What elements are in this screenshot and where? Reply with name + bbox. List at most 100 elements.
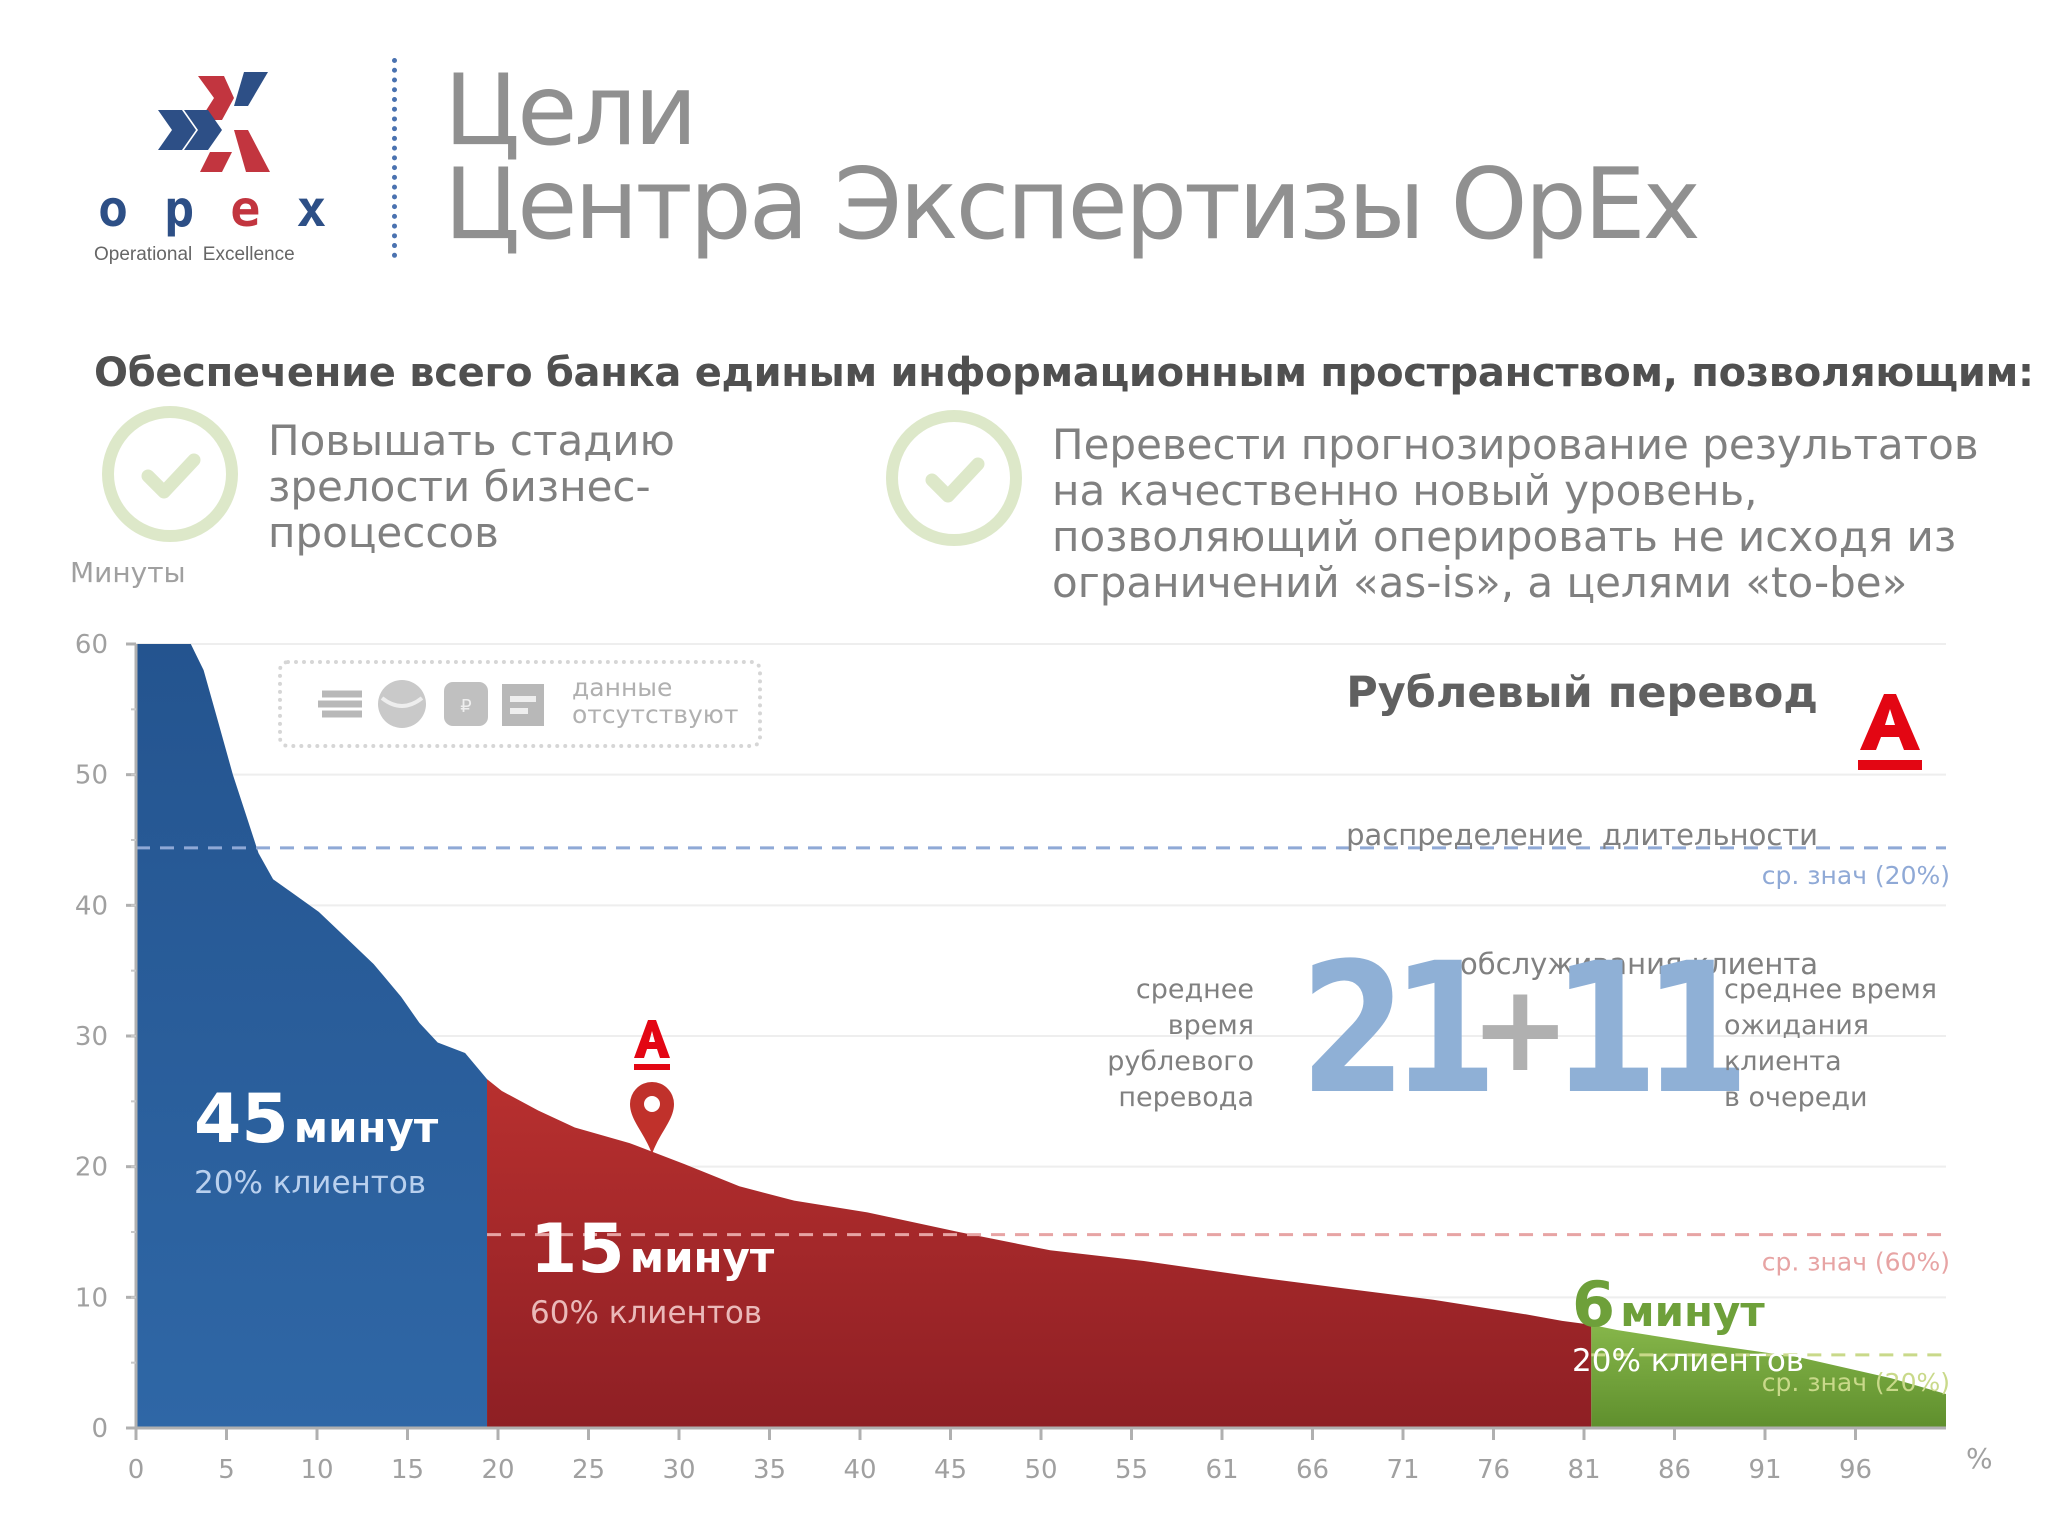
opex-logo: opex Operational Excellence [90,58,350,273]
y-tick-label: 20 [75,1153,108,1183]
segment-1-label: 45 минут 20% клиентов [194,1080,438,1201]
breakdown-left-line: перевода [1118,1082,1254,1113]
chart-title: Рублевый перевод [1346,668,1818,718]
segment-1-share: 20% клиентов [194,1165,427,1201]
y-tick-label: 0 [91,1414,108,1444]
no-data-box: ₽ данные отсутствуют [278,660,762,748]
x-tick-label: 50 [1024,1455,1057,1485]
segment-3-share: 20% клиентов [1572,1343,1805,1379]
segment-3-area [1591,1324,1946,1428]
segment-2-share: 60% клиентов [530,1295,763,1331]
breakdown-left-line: время [1167,1010,1254,1041]
segment-1-area [136,644,488,1428]
logo-subtitle: Operational Excellence [94,244,295,265]
x-tick-label: 66 [1296,1455,1329,1485]
goal-2-line: ограничений «as-is», а целями «to-be» [1052,558,1908,607]
logo-red-small [200,152,232,172]
avg-line-label: ср. знач (20%) [1762,861,1950,890]
goal-1-line: зрелости бизнес- [268,462,651,511]
x-tick-label: 55 [1115,1455,1148,1485]
logo-letter-x: x [296,180,363,238]
logo-blue-left [158,110,196,150]
breakdown-right-line: ожидания [1724,1010,1870,1041]
x-tick-label: 45 [934,1455,967,1485]
bank-logos-icon: ₽ [318,680,544,728]
goal-1-text: Повышать стадию зрелости бизнес- процесс… [268,418,675,556]
x-tick-label: 76 [1477,1455,1510,1485]
breakdown-left-line: рублевого [1107,1046,1254,1077]
y-tick-label: 10 [75,1283,108,1313]
page-title-line-2: Центра Экспертизы OpEx [444,148,1701,262]
goal-2-line: на качественно новый уровень, [1052,466,1758,515]
chart-subtitle-line: обслуживания клиента [1460,947,1818,981]
page-title: Цели Центра Экспертизы OpEx [444,54,1701,262]
segment-1-unit: минут [293,1103,439,1152]
header-divider [392,58,397,258]
x-tick-label: 40 [843,1455,876,1485]
logo-red-lower [234,130,270,172]
svg-text:₽: ₽ [460,696,471,717]
x-tick-label: 61 [1205,1455,1238,1485]
logo-red-upper [198,76,234,120]
logo-blue-right [234,72,268,106]
y-tick-label: 60 [75,630,108,660]
y-axis-label: Минуты [70,556,186,589]
x-tick-label: 71 [1386,1455,1419,1485]
goal-2-line: позволяющий оперировать не исходя из [1052,512,1957,561]
x-tick-label: 10 [300,1455,333,1485]
logo-blue-mid [184,110,222,150]
x-tick-label: 86 [1658,1455,1691,1485]
x-tick-label: 91 [1748,1455,1781,1485]
x-axis-label: % [1966,1442,1993,1475]
segment-3-unit: минут [1620,1287,1765,1336]
chart-subtitle: распределение длительности обслуживания … [1346,728,1818,1029]
y-tick-label: 40 [75,891,108,921]
segment-3-minutes: 6 [1572,1268,1616,1341]
breakdown-left-label: среднее время рублевого перевода [1107,972,1254,1116]
no-data-text: данные отсутствуют [572,674,738,728]
no-data-line: отсутствуют [572,700,739,729]
goal-1-line: процессов [268,508,499,557]
goal-2-text: Перевести прогнозирование результатов на… [1052,422,1979,606]
breakdown-right-line: клиента [1724,1046,1842,1077]
page-title-line-1: Цели [444,54,698,168]
y-tick-label: 30 [75,1022,108,1052]
logo-wordmark: opex [98,180,362,238]
breakdown-right-label: среднее время ожидания клиента в очереди [1724,972,1937,1116]
x-tick-label: 81 [1567,1455,1600,1485]
x-tick-label: 25 [572,1455,605,1485]
opex-logo-mark [158,72,270,172]
avg-line-label: ср. знач (60%) [1762,1248,1950,1277]
no-data-line: данные [572,673,673,702]
y-tick-label: 50 [75,761,108,791]
segment-2-label: 15 минут 60% клиентов [530,1210,774,1331]
breakdown-right-line: в очереди [1724,1082,1868,1113]
breakdown-right-line: среднее время [1724,974,1937,1005]
logo-letter-e: e [230,180,297,238]
x-tick-label: 20 [481,1455,514,1485]
breakdown-value-a: 21 [1300,925,1498,1134]
goal-2-line: Перевести прогнозирование результатов [1052,420,1979,469]
breakdown-plus: + [1470,960,1571,1099]
avg-line-label: ср. знач (20%) [1762,1368,1950,1397]
goal-1-line: Повышать стадию [268,416,675,465]
chart-subtitle-line: распределение длительности [1346,818,1818,852]
segment-2-unit: минут [629,1233,775,1282]
alfa-bank-logo-icon [1858,694,1922,770]
segment-3-label: 6 минут 20% клиентов [1572,1268,1804,1379]
x-tick-label: 5 [218,1455,235,1485]
segment-1-minutes: 45 [194,1080,289,1159]
logo-letter-o: o [98,180,165,238]
slide-subtitle: Обеспечение всего банка единым информаци… [94,350,2034,396]
x-tick-label: 15 [391,1455,424,1485]
breakdown-value-b: 11 [1552,925,1750,1134]
x-tick-label: 96 [1839,1455,1872,1485]
x-tick-label: 0 [128,1455,145,1485]
breakdown-left-line: среднее [1135,974,1254,1005]
logo-letter-p: p [164,180,231,238]
segment-2-minutes: 15 [530,1210,625,1289]
x-tick-label: 30 [662,1455,695,1485]
bank-location-marker-icon [629,1019,674,1154]
x-tick-label: 35 [753,1455,786,1485]
